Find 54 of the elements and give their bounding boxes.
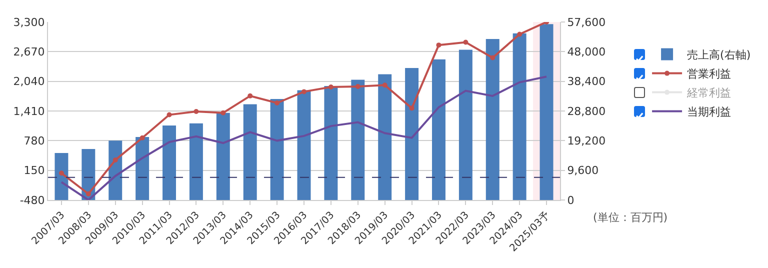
point <box>274 100 280 106</box>
legend-label: 売上高(右軸) <box>687 48 751 62</box>
bar <box>378 74 392 200</box>
y-tick-label: 780 <box>24 134 45 148</box>
point <box>112 157 118 162</box>
bar <box>432 59 446 200</box>
point <box>302 89 306 94</box>
point <box>140 135 145 140</box>
bar <box>351 80 365 200</box>
point <box>517 32 522 37</box>
y2-tick-label: 0 <box>567 194 574 207</box>
point <box>490 55 496 60</box>
point <box>220 110 226 116</box>
bar <box>136 136 150 200</box>
point <box>382 82 388 88</box>
point <box>86 191 91 196</box>
y2-tick-label: 28,800 <box>567 104 606 118</box>
y2-tick-label: 57,600 <box>567 16 606 29</box>
point <box>248 93 253 98</box>
point <box>166 112 172 118</box>
bar <box>324 86 338 200</box>
bar <box>512 33 526 200</box>
y-tick-label: -480 <box>20 194 45 207</box>
legend-label: 経常利益 <box>686 86 732 100</box>
y2-tick-label: 48,000 <box>567 46 606 59</box>
point <box>409 106 414 111</box>
point <box>194 108 199 114</box>
bar <box>54 153 68 200</box>
y-tick-label: 1,410 <box>13 104 45 118</box>
bar <box>458 50 472 200</box>
y2-tick-label: 38,400 <box>567 75 606 88</box>
y-tick-label: 2,040 <box>13 75 45 88</box>
bar <box>162 126 176 200</box>
bar <box>270 98 284 200</box>
point <box>328 84 334 90</box>
line-series <box>60 76 548 200</box>
bar <box>486 39 500 200</box>
y-tick-label: 3,300 <box>13 16 45 29</box>
bar <box>216 112 230 200</box>
bar <box>243 104 257 200</box>
text: (単位：百万円) <box>593 211 668 224</box>
legend-label: 当期利益 <box>687 106 732 119</box>
y-tick-label: 2,670 <box>13 46 45 59</box>
point <box>58 170 64 176</box>
point <box>436 42 442 48</box>
y2-tick-label: 19,200 <box>567 134 606 148</box>
point <box>463 40 468 45</box>
y-tick-label: 150 <box>24 164 45 178</box>
legend-label: 営業利益 <box>687 68 732 81</box>
y2-tick-label: 9,600 <box>567 164 599 178</box>
point <box>355 84 360 90</box>
bar <box>189 123 203 200</box>
bar <box>297 90 311 200</box>
bar <box>405 68 419 200</box>
